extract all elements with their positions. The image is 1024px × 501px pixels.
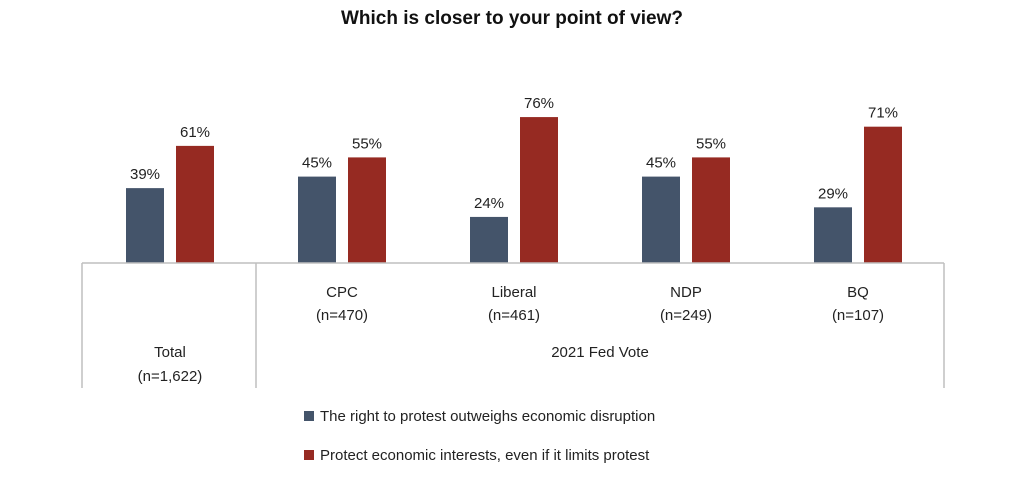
- data-label: 39%: [130, 166, 160, 183]
- tick-label: NDP: [670, 284, 702, 301]
- tick-sublabel: (n=107): [832, 307, 884, 324]
- data-label: 71%: [868, 105, 898, 122]
- tick-label: Liberal: [491, 284, 536, 301]
- legend-label: The right to protest outweighs economic …: [320, 408, 655, 425]
- tick-label: Total: [154, 344, 186, 361]
- tick-label: BQ: [847, 284, 869, 301]
- legend-swatch: [304, 450, 314, 460]
- bar-economic-1: [348, 157, 386, 263]
- bar-protest-0: [126, 188, 164, 263]
- tick-sublabel: (n=249): [660, 307, 712, 324]
- tick-sublabel: (n=1,622): [138, 368, 203, 385]
- bar-protest-3: [642, 176, 680, 263]
- tick-label: CPC: [326, 284, 358, 301]
- tick-sublabel: (n=470): [316, 307, 368, 324]
- data-label: 29%: [818, 185, 848, 202]
- data-label: 45%: [646, 155, 676, 172]
- bar-protest-1: [298, 176, 336, 263]
- bar-protest-2: [470, 216, 508, 263]
- data-label: 76%: [524, 95, 554, 112]
- chart-title: Which is closer to your point of view?: [340, 8, 684, 29]
- data-label: 55%: [352, 135, 382, 152]
- data-label: 24%: [474, 195, 504, 212]
- data-label: 45%: [302, 155, 332, 172]
- bar-economic-2: [520, 117, 558, 263]
- legend-swatch: [304, 411, 314, 421]
- bar-protest-4: [814, 207, 852, 263]
- bar-economic-0: [176, 145, 214, 263]
- bar-economic-3: [692, 157, 730, 263]
- data-label: 61%: [180, 124, 210, 141]
- bar-economic-4: [864, 126, 902, 264]
- legend-label: Protect economic interests, even if it l…: [320, 447, 650, 464]
- data-label: 55%: [696, 135, 726, 152]
- tick-sublabel: (n=461): [488, 307, 540, 324]
- group-header: 2021 Fed Vote: [551, 344, 649, 361]
